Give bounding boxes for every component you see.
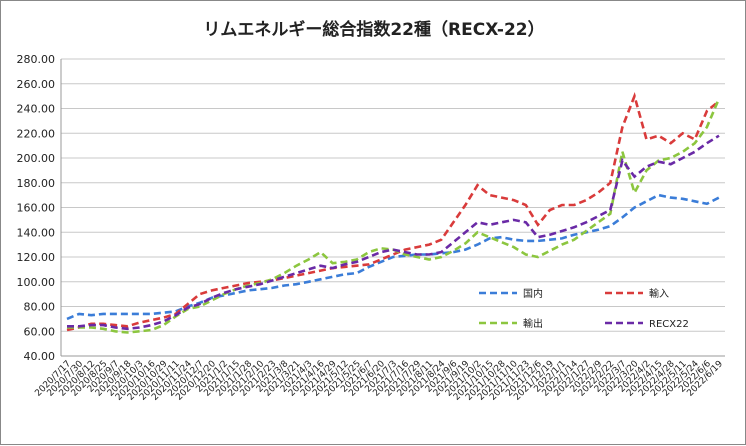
- series-line-国内: [66, 193, 720, 321]
- legend-label: 輸出: [523, 317, 543, 330]
- legend-label: 輸入: [649, 287, 669, 300]
- y-tick-label: 180.00: [17, 177, 56, 190]
- series-lines: [66, 91, 721, 334]
- y-tick-label: 200.00: [17, 152, 56, 165]
- y-axis-ticks: 40.00 60.00 80.00 100.00 120.00 140.00 160.00 1…: [17, 53, 56, 363]
- y-tick-label: 260.00: [17, 78, 56, 91]
- y-tick-label: 160.00: [17, 202, 56, 215]
- y-tick-label: 240.00: [17, 103, 56, 116]
- y-tick-label: 80.00: [24, 301, 56, 314]
- legend-label: RECX22: [649, 319, 689, 330]
- legend-label: 国内: [523, 287, 543, 300]
- series-line-RECX22: [67, 134, 720, 331]
- y-tick-label: 220.00: [17, 127, 56, 140]
- y-tick-label: 60.00: [24, 325, 56, 338]
- series-line-輸入: [66, 91, 720, 332]
- gridlines: [60, 58, 725, 357]
- y-tick-label: 120.00: [17, 251, 56, 264]
- y-tick-label: 100.00: [17, 276, 56, 289]
- x-axis-ticks: 2020/7/172020/7/302020/8/122020/8/252020…: [33, 359, 725, 403]
- y-tick-label: 280.00: [17, 53, 56, 66]
- y-tick-label: 140.00: [17, 226, 56, 239]
- chart-title: リムエネルギー総合指数22種（RECX-22）: [203, 20, 545, 40]
- y-tick-label: 40.00: [24, 350, 56, 363]
